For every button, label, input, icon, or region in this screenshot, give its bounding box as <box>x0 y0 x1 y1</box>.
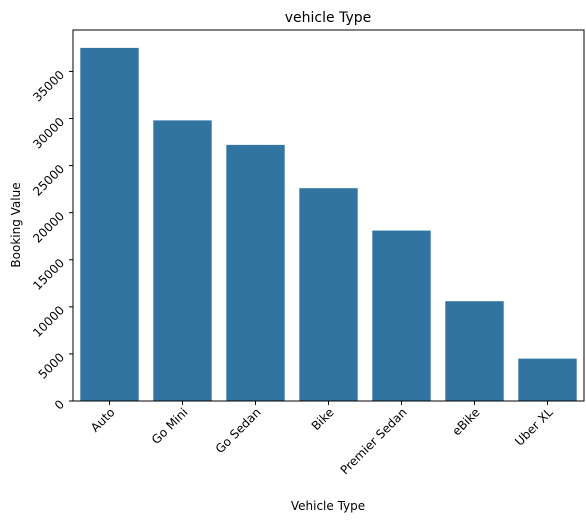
x-tick-label: Auto <box>88 405 118 435</box>
y-ticks-group: 0 5000 10000 15000 20000 25000 30000 35000 <box>30 68 73 413</box>
bar-bike <box>299 188 358 401</box>
x-tick-label: Bike <box>309 405 337 433</box>
bars-group <box>80 47 577 402</box>
y-axis-label: Booking Value <box>9 182 23 267</box>
y-tick-label: 35000 <box>30 68 67 105</box>
y-tick-label: 30000 <box>30 115 67 152</box>
chart-title: vehicle Type <box>285 10 371 26</box>
x-tick-label: Go Sedan <box>213 405 264 456</box>
x-tick-label: eBike <box>449 405 482 438</box>
y-tick-label: 5000 <box>36 350 67 381</box>
y-tick-label: 10000 <box>30 303 67 340</box>
x-ticks-group: Auto Go Mini Go Sedan Bike Premier Sedan eBik… <box>88 401 556 477</box>
bar-go-mini <box>153 120 212 402</box>
y-tick-label: 25000 <box>30 162 67 199</box>
bar-go-sedan <box>226 144 285 401</box>
bar-auto <box>80 47 139 401</box>
plot-frame <box>72 29 585 402</box>
bar-premier-sedan <box>372 230 431 401</box>
x-tick-label: Go Mini <box>149 405 191 447</box>
y-tick-label: 0 <box>52 397 67 412</box>
x-axis-label: Vehicle Type <box>291 499 365 513</box>
y-tick-label: 20000 <box>30 209 67 246</box>
bar-uber-xl <box>518 358 577 401</box>
x-tick-label: Uber XL <box>512 405 556 449</box>
y-tick-label: 15000 <box>30 256 67 293</box>
x-tick-label: Premier Sedan <box>338 405 410 477</box>
bar-ebike <box>445 301 504 401</box>
